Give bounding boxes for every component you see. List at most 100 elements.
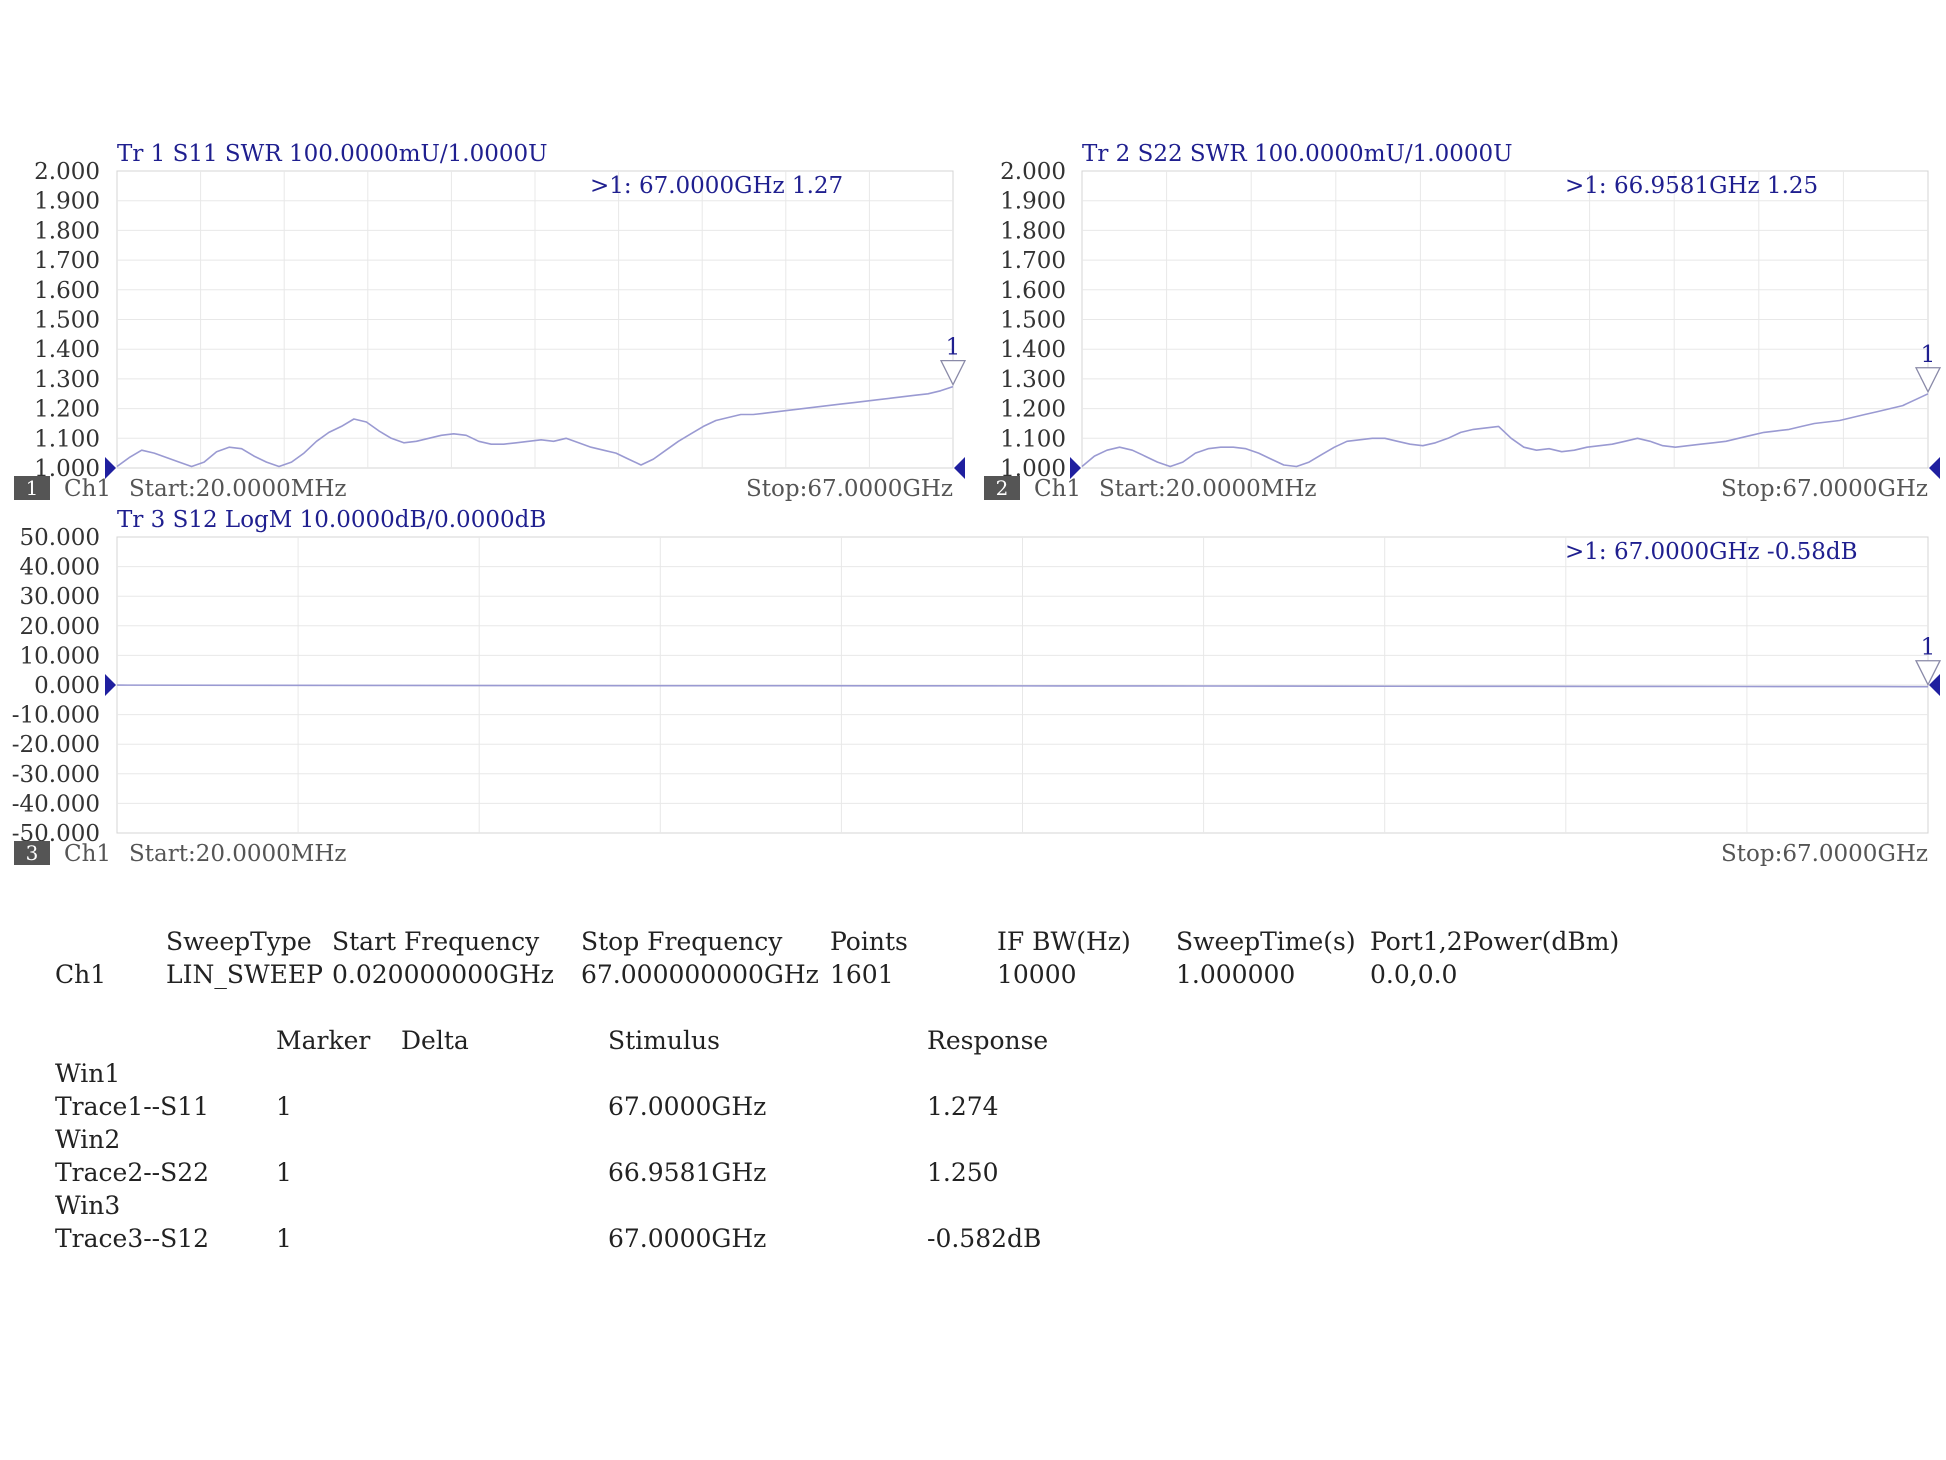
y-tick-label: 1.900: [34, 189, 100, 215]
channel-label: Ch1: [64, 841, 111, 867]
y-tick-label: 1.400: [1000, 337, 1066, 363]
marker-trace-label: Trace3--S12: [55, 1224, 210, 1253]
settings-header: IF BW(Hz): [997, 927, 1131, 956]
settings-cell: 0.020000000GHz: [332, 960, 554, 989]
settings-cell: LIN_SWEEP: [166, 960, 323, 989]
trace-line: [116, 684, 1929, 688]
marker-readout: >1: 67.0000GHz 1.27: [590, 173, 843, 199]
y-tick-label: 1.500: [1000, 308, 1066, 334]
settings-header: SweepType: [166, 927, 312, 956]
reference-arrow-right: [954, 457, 965, 479]
y-tick-label: 2.000: [34, 159, 100, 185]
y-tick-label: 30.000: [20, 584, 100, 610]
settings-cell: 67.000000000GHz: [581, 960, 819, 989]
trace-line: [1081, 393, 1929, 468]
y-tick-label: -10.000: [12, 703, 100, 729]
y-tick-label: 50.000: [20, 525, 100, 551]
settings-cell: 1.000000: [1176, 960, 1296, 989]
start-frequency-label: Start:20.0000MHz: [129, 476, 347, 502]
settings-header: Start Frequency: [332, 927, 540, 956]
y-tick-label: 1.600: [34, 278, 100, 304]
charts-area: 2.000 1.900 1.800 1.700 1.600 1.500 1.400 1.300…: [12, 141, 1942, 867]
marker-number-label: 1: [1921, 342, 1936, 368]
y-tick-label: 1.800: [1000, 218, 1066, 244]
y-tick-label: 1.700: [1000, 248, 1066, 274]
stop-frequency-label: Stop:67.0000GHz: [746, 476, 953, 502]
settings-header: Points: [830, 927, 908, 956]
y-tick-label: 1.900: [1000, 189, 1066, 215]
marker-table-header: Stimulus: [608, 1026, 720, 1055]
marker-number: 1: [276, 1092, 292, 1121]
marker-readout: >1: 66.9581GHz 1.25: [1565, 173, 1818, 199]
stop-frequency-label: Stop:67.0000GHz: [1721, 841, 1928, 867]
start-frequency-label: Start:20.0000MHz: [1099, 476, 1317, 502]
channel-label: Ch1: [64, 476, 111, 502]
marker-number-label: 1: [1921, 635, 1936, 661]
y-tick-label: -40.000: [12, 791, 100, 817]
settings-header: Stop Frequency: [581, 927, 783, 956]
marker-table-header: Response: [927, 1026, 1049, 1055]
marker-stimulus: 67.0000GHz: [608, 1224, 767, 1253]
window-badge: [14, 476, 50, 500]
settings-row-label: Ch1: [55, 960, 107, 989]
marker-stimulus: 66.9581GHz: [608, 1158, 767, 1187]
marker-window-label: Win1: [55, 1059, 121, 1088]
window-number: 1: [26, 476, 39, 500]
y-tick-label: 0.000: [34, 673, 100, 699]
y-tick-label: 1.200: [34, 397, 100, 423]
y-tick-label: 1.200: [1000, 397, 1066, 423]
y-tick-label: 1.100: [34, 426, 100, 452]
reference-arrow-right: [1929, 457, 1940, 479]
trace-header: Tr 2 S22 SWR 100.0000mU/1.0000U: [1082, 141, 1513, 167]
marker-response: -0.582dB: [927, 1224, 1042, 1253]
y-tick-label: 1.300: [1000, 367, 1066, 393]
y-tick-label: -30.000: [12, 762, 100, 788]
window-number: 2: [996, 476, 1009, 500]
y-tick-label: 40.000: [20, 555, 100, 581]
marker-number-label: 1: [946, 335, 961, 361]
window-badge: [984, 476, 1020, 500]
marker-triangle: [1914, 660, 1942, 687]
marker-trace-label: Trace2--S22: [55, 1158, 210, 1187]
marker-triangle: [939, 359, 967, 387]
y-tick-label: 1.100: [1000, 426, 1066, 452]
reference-arrow-right: [1929, 674, 1940, 696]
channel-label: Ch1: [1034, 476, 1081, 502]
settings-header: Port1,2Power(dBm): [1370, 927, 1620, 956]
marker-trace-label: Trace1--S11: [55, 1092, 210, 1121]
marker-window-label: Win3: [55, 1191, 121, 1220]
start-frequency-label: Start:20.0000MHz: [129, 841, 347, 867]
marker-response: 1.274: [927, 1092, 999, 1121]
marker-table-header: Marker: [276, 1026, 371, 1055]
settings-cell: 10000: [997, 960, 1077, 989]
stop-frequency-label: Stop:67.0000GHz: [1721, 476, 1928, 502]
reference-arrow-left: [105, 457, 116, 479]
settings-cell: 0.0,0.0: [1370, 960, 1458, 989]
y-tick-label: -20.000: [12, 732, 100, 758]
marker-stimulus: 67.0000GHz: [608, 1092, 767, 1121]
marker-response: 1.250: [927, 1158, 999, 1187]
trace-line: [116, 385, 954, 468]
window-number: 3: [26, 841, 39, 865]
y-tick-label: 1.400: [34, 337, 100, 363]
marker-table-header: Delta: [401, 1026, 469, 1055]
y-tick-label: 2.000: [1000, 159, 1066, 185]
trace-header: Tr 1 S11 SWR 100.0000mU/1.0000U: [117, 141, 548, 167]
y-tick-label: 1.600: [1000, 278, 1066, 304]
trace-header: Tr 3 S12 LogM 10.0000dB/0.0000dB: [117, 507, 546, 533]
settings-cell: 1601: [830, 960, 894, 989]
y-tick-label: 1.500: [34, 308, 100, 334]
settings-header: SweepTime(s): [1176, 927, 1356, 956]
y-tick-label: 1.300: [34, 367, 100, 393]
y-tick-label: 20.000: [20, 614, 100, 640]
marker-number: 1: [276, 1224, 292, 1253]
marker-number: 1: [276, 1158, 292, 1187]
reference-arrow-left: [105, 674, 116, 696]
y-tick-label: 1.800: [34, 218, 100, 244]
window-badge: [14, 841, 50, 865]
marker-readout: >1: 67.0000GHz -0.58dB: [1565, 539, 1858, 565]
reference-arrow-left: [1070, 457, 1081, 479]
marker-window-label: Win2: [55, 1125, 121, 1154]
marker-triangle: [1914, 367, 1942, 394]
y-tick-label: 10.000: [20, 643, 100, 669]
